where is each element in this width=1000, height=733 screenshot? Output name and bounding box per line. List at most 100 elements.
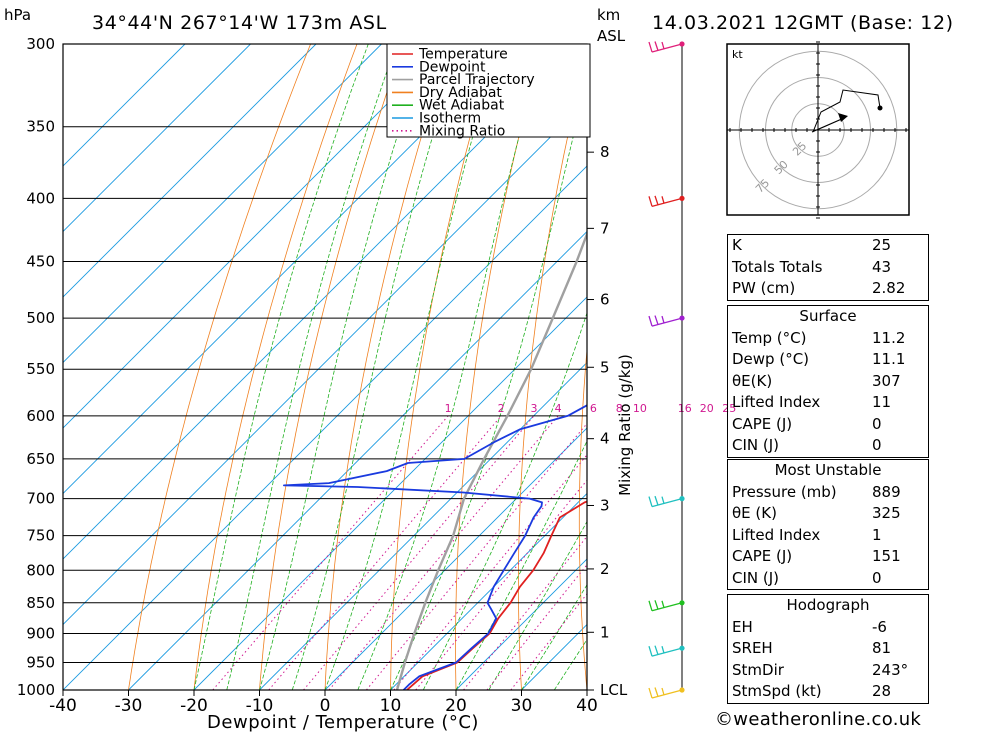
row-label: CAPE (J)	[732, 414, 793, 433]
isotherm-line	[63, 165, 587, 690]
table-row: θE (K) 325	[728, 503, 928, 525]
isobars	[63, 43, 587, 691]
table-row: Temp (°C) 11.2	[728, 328, 928, 350]
temperature-tick-label: -20	[180, 696, 208, 716]
location-title: 34°44'N 267°14'W 173m ASL	[92, 12, 387, 34]
row-value: -6	[872, 617, 887, 636]
table-row: Dewp (°C) 11.1	[728, 349, 928, 371]
row-label: CAPE (J)	[732, 547, 793, 565]
legend-label: Isotherm	[419, 111, 481, 127]
axes: 3003504004505005506006507007508008509009…	[17, 35, 628, 716]
km-tick-label: 4	[600, 430, 610, 448]
mixing-ratio-value-label: 1	[445, 402, 452, 415]
temperature-tick-label: 40	[576, 696, 598, 716]
mixing-ratio-value-label: 16	[678, 402, 692, 415]
pressure-tick-label: 1000	[17, 681, 55, 699]
row-value: 25	[872, 236, 892, 254]
wind-barb	[648, 600, 683, 612]
row-label: PW (cm)	[732, 279, 796, 297]
row-label: Lifted Index	[732, 393, 821, 411]
km-tick-label: 6	[600, 291, 610, 309]
isotherm-line	[63, 44, 513, 495]
km-tick-label: 1	[600, 623, 610, 641]
row-label: EH	[732, 617, 753, 636]
row-value: 151	[872, 547, 901, 565]
row-value: 28	[872, 682, 892, 700]
parcel-trajectory-line	[395, 230, 587, 690]
dewpoint-line	[283, 404, 587, 690]
legend-label: Dry Adiabat	[419, 85, 502, 101]
legend-label: Mixing Ratio	[419, 123, 505, 139]
isotherm-line	[390, 492, 587, 690]
km-tick-label: LCL	[600, 681, 628, 699]
row-label: K	[732, 236, 742, 254]
table-row: Lifted Index 1	[728, 525, 928, 547]
row-label: θE(K)	[732, 371, 773, 390]
pressure-tick-label: 900	[26, 624, 55, 642]
mixing-ratio-value-label: 4	[555, 402, 562, 415]
row-value: 11	[872, 393, 892, 411]
table-row: StmDir 243°	[728, 660, 928, 682]
mixing-ratio-value-label: 25	[722, 402, 736, 415]
table-row: PW (cm) 2.82	[728, 278, 928, 300]
table-row: K 25	[728, 235, 928, 257]
mixing-ratio-axis-title: Mixing Ratio (g/kg)	[616, 354, 634, 496]
date-title: 14.03.2021 12GMT (Base: 12)	[652, 12, 954, 34]
row-value: 1	[872, 525, 882, 544]
temperature-line	[406, 500, 587, 690]
table-title: Most Unstable	[774, 461, 882, 479]
row-label: Lifted Index	[732, 525, 821, 544]
wind-barbs	[648, 41, 685, 699]
isotherm-line	[63, 44, 186, 167]
hodograph-trace	[812, 89, 881, 133]
profiles	[283, 230, 587, 690]
hodograph-table: Hodograph EH -6 SREH 81 StmDir 243° StmSpd (kt)…	[727, 594, 929, 704]
km-tick-label: 5	[600, 358, 610, 376]
pressure-tick-label: 700	[26, 490, 55, 508]
row-value: 307	[872, 371, 901, 390]
wet-adiabat-line	[521, 584, 587, 690]
row-label: CIN (J)	[732, 436, 780, 454]
pressure-tick-label: 350	[26, 118, 55, 136]
row-value: 0	[872, 436, 882, 454]
legend-label: Parcel Trajectory	[419, 72, 535, 88]
surface-table: Surface Temp (°C) 11.2 Dewp (°C) 11.1 θE(K) 30…	[727, 305, 929, 458]
wet-adiabat-line	[193, 44, 369, 690]
row-label: Temp (°C)	[732, 328, 807, 347]
table-row: CAPE (J) 0	[728, 414, 928, 436]
storm-motion-arrowhead	[838, 113, 848, 122]
dry-adiabat-line	[455, 44, 543, 690]
table-row: EH -6	[728, 617, 928, 639]
isotherm-line	[63, 44, 317, 298]
temperature-tick-label: 20	[445, 696, 467, 716]
pressure-tick-label: 600	[26, 407, 55, 425]
row-value: 11.2	[872, 328, 906, 347]
table-row: SREH 81	[728, 638, 928, 660]
pressure-tick-label: 450	[26, 253, 55, 271]
pressure-tick-label: 550	[26, 360, 55, 378]
row-label: StmSpd (kt)	[732, 682, 822, 700]
dry-adiabat-line	[958, 44, 1000, 690]
row-label: Totals Totals	[732, 257, 823, 276]
mixing-ratio-line	[212, 415, 449, 690]
legend-label: Temperature	[418, 47, 508, 63]
km-tick-label: 3	[600, 496, 610, 514]
mixing-ratio-value-label: 8	[616, 402, 623, 415]
table-row: CAPE (J) 151	[728, 546, 928, 568]
row-label: θE (K)	[732, 504, 777, 522]
dry-adiabat-line	[390, 44, 497, 690]
pressure-tick-label: 300	[26, 35, 55, 53]
mixing-ratio-line	[328, 415, 559, 690]
table-row: StmSpd (kt) 28	[728, 681, 928, 703]
legend-label: Dewpoint	[419, 59, 486, 75]
row-value: 0	[872, 414, 882, 433]
km-tick-label: 8	[600, 143, 610, 161]
row-label: StmDir	[732, 660, 784, 679]
pressure-tick-label: 500	[26, 309, 55, 327]
row-value: 889	[872, 482, 901, 501]
wet-adiabat-line	[455, 440, 587, 690]
pressure-tick-label: 800	[26, 561, 55, 579]
table-row: Lifted Index 11	[728, 392, 928, 414]
